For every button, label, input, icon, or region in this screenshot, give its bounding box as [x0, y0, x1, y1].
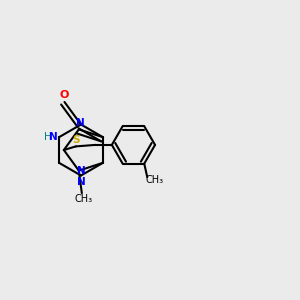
- Text: O: O: [60, 90, 69, 100]
- Text: S: S: [72, 135, 80, 146]
- Text: CH₃: CH₃: [146, 175, 164, 185]
- Text: N: N: [76, 177, 85, 187]
- Text: H: H: [44, 132, 51, 142]
- Text: N: N: [76, 118, 85, 128]
- Text: CH₃: CH₃: [74, 194, 92, 203]
- Text: N: N: [49, 132, 58, 142]
- Text: N: N: [77, 166, 85, 176]
